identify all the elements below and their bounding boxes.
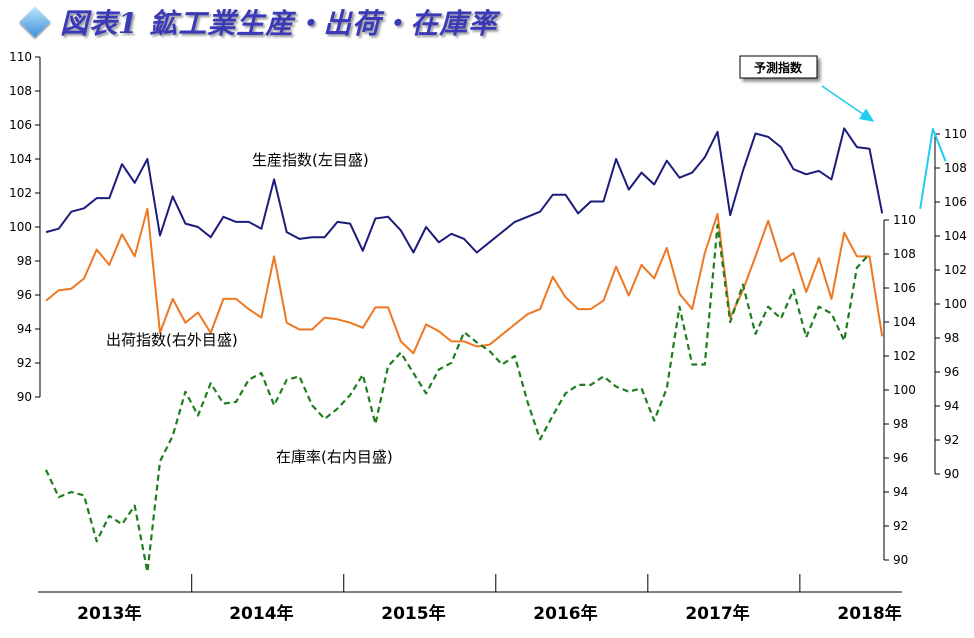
right-outer-tick-label: 104	[944, 229, 967, 243]
right-outer-tick-label: 96	[944, 365, 959, 379]
right-inner-tick-label: 102	[893, 349, 916, 363]
right-inner-tick-label: 106	[893, 281, 916, 295]
left-axis-ticks: 90 92 94 96 98 100 102 104 106 108 110	[9, 50, 40, 404]
left-tick-label: 102	[9, 186, 32, 200]
right-outer-tick-label: 92	[944, 433, 959, 447]
left-tick-label: 100	[9, 220, 32, 234]
x-tick-label: 2013年	[77, 603, 141, 624]
left-tick-label: 108	[9, 84, 32, 98]
right-inner-tick-label: 98	[893, 417, 908, 431]
chart-title-row: 図表1 鉱工業生産・出荷・在庫率	[18, 4, 497, 40]
left-tick-label: 92	[17, 356, 32, 370]
production-label: 生産指数(左目盛)	[252, 151, 369, 169]
series-line-1	[45, 207, 884, 355]
left-tick-label: 94	[17, 322, 32, 336]
x-tick-label: 2015年	[381, 603, 445, 624]
right-inner-tick-label: 100	[893, 383, 916, 397]
x-tick-label: 2018年	[837, 603, 901, 624]
right-outer-axis-ticks: 90 92 94 96 98 100 102 104 106 108 110	[935, 127, 967, 481]
series-layer	[45, 127, 947, 573]
inventory-label: 在庫率(右内目盛)	[276, 448, 393, 466]
axes-frame	[38, 57, 936, 593]
right-inner-tick-label: 104	[893, 315, 916, 329]
right-inner-tick-label: 94	[893, 485, 908, 499]
right-outer-tick-label: 110	[944, 127, 967, 141]
right-inner-tick-label: 90	[893, 553, 908, 567]
right-inner-tick-label: 108	[893, 247, 916, 261]
x-tick-label: 2017年	[685, 603, 749, 624]
left-tick-label: 110	[9, 50, 32, 64]
shipments-label: 出荷指数(右外目盛)	[106, 331, 238, 349]
right-outer-tick-label: 106	[944, 195, 967, 209]
forecast-callout-box	[739, 55, 818, 79]
series-line-2	[45, 224, 871, 573]
right-outer-tick-label: 94	[944, 399, 959, 413]
x-tick-label: 2016年	[533, 603, 597, 624]
right-outer-tick-label: 98	[944, 331, 959, 345]
right-outer-tick-label: 90	[944, 467, 959, 481]
series-line-0	[45, 127, 884, 254]
right-outer-tick-label: 108	[944, 161, 967, 175]
right-outer-tick-label: 100	[944, 297, 967, 311]
right-inner-tick-label: 92	[893, 519, 908, 533]
right-inner-tick-label: 96	[893, 451, 908, 465]
left-tick-label: 96	[17, 288, 32, 302]
left-tick-label: 90	[17, 390, 32, 404]
series-line-3	[919, 127, 947, 209]
chart-title: 図表1 鉱工業生産・出荷・在庫率	[60, 7, 498, 40]
left-tick-label: 104	[9, 152, 32, 166]
right-inner-tick-label: 110	[893, 213, 916, 227]
x-axis-ticks: 2013年 2014年 2015年 2016年 2017年 2018年	[77, 574, 902, 624]
x-tick-label: 2014年	[229, 603, 293, 624]
right-outer-tick-label: 102	[944, 263, 967, 277]
left-tick-label: 98	[17, 254, 32, 268]
left-tick-label: 106	[9, 118, 32, 132]
forecast-callout-text: 予測指数	[754, 60, 803, 75]
forecast-callout: 予測指数	[739, 55, 875, 122]
forecast-arrow	[821, 85, 875, 122]
right-inner-axis-ticks: 90 92 94 96 98 100 102 104 106 108 110	[884, 213, 916, 567]
